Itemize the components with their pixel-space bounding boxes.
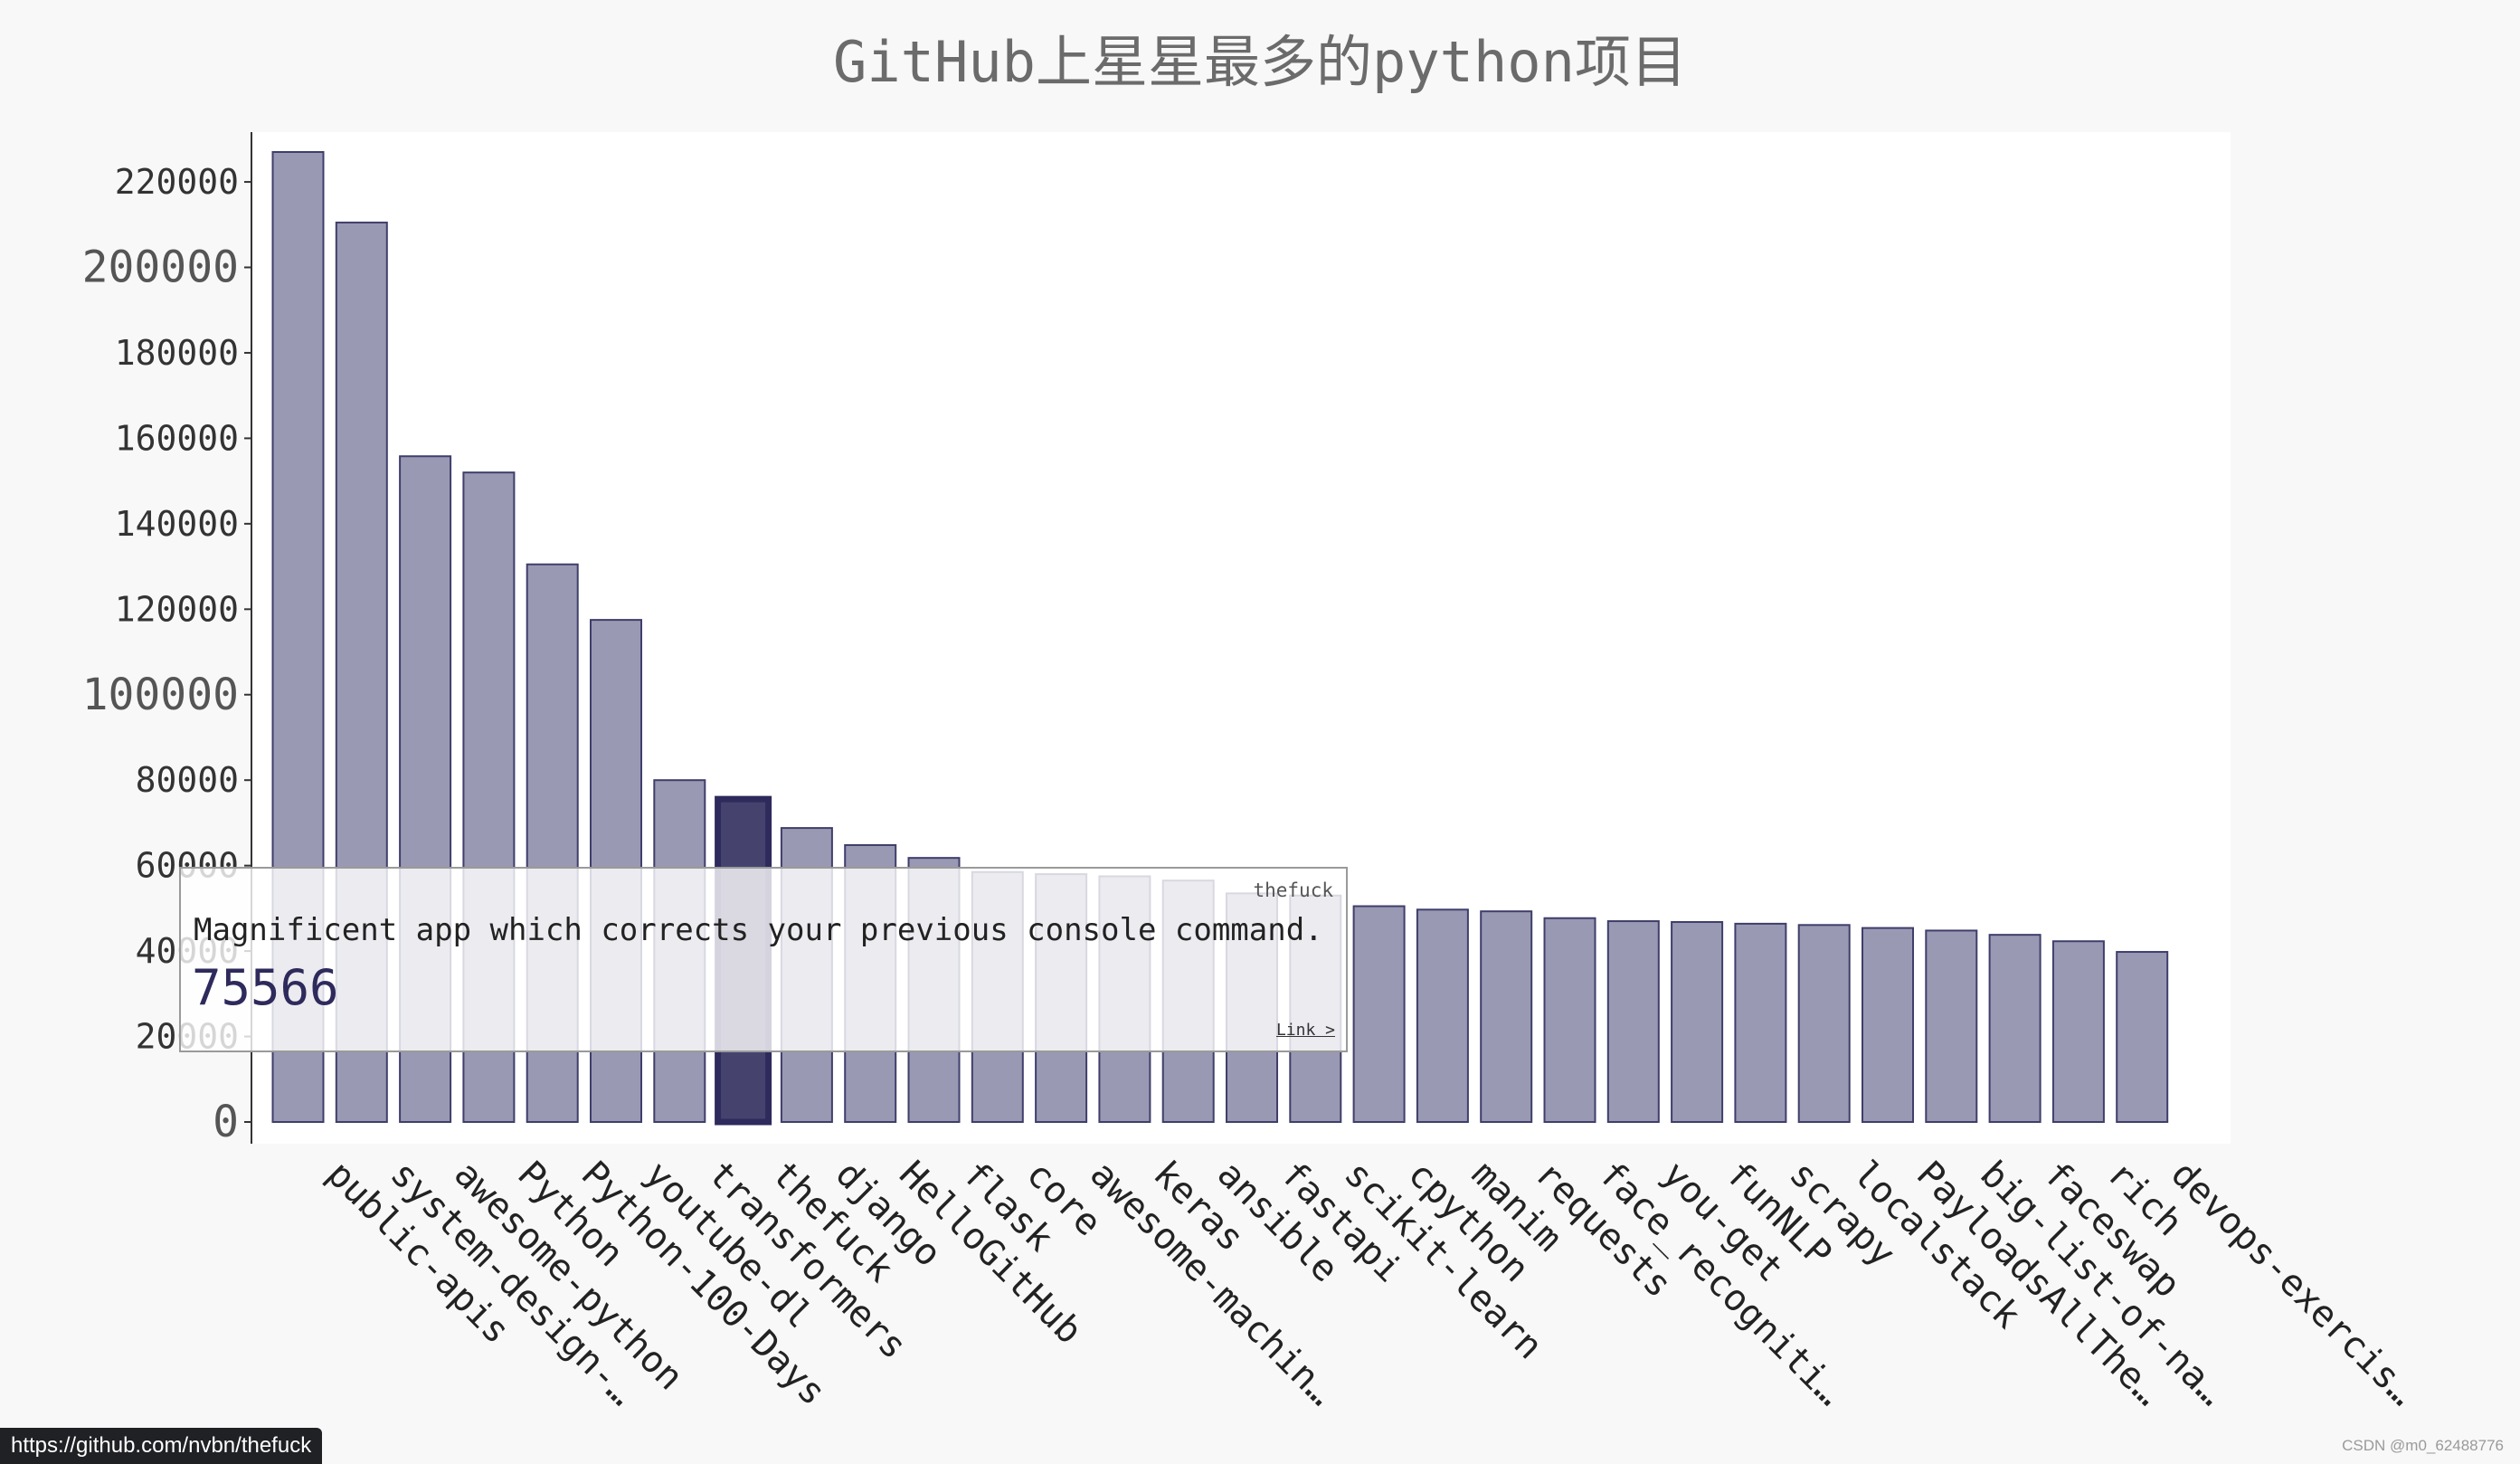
y-tick-label: 120000 (115, 589, 239, 629)
bar[interactable] (1734, 922, 1787, 1124)
bar[interactable] (1671, 920, 1724, 1123)
bar[interactable] (1988, 934, 2042, 1124)
tooltip-title: thefuck (1253, 879, 1333, 901)
bar[interactable] (1797, 924, 1851, 1123)
y-tick-label: 140000 (115, 504, 239, 544)
bar[interactable] (2116, 951, 2169, 1123)
tooltip-link[interactable]: Link > (1275, 1021, 1335, 1040)
tooltip-value: 75566 (192, 959, 339, 1016)
y-tick-label: 180000 (115, 333, 239, 373)
y-tick-label: 80000 (136, 760, 239, 800)
y-tick-label: 200000 (82, 242, 239, 293)
chart-title: GitHub上星星最多的python项目 (833, 29, 1687, 95)
tooltip: thefuck Magnificent app which corrects y… (179, 867, 1348, 1052)
y-tick-label: 0 (213, 1097, 239, 1147)
tooltip-description: Magnificent app which corrects your prev… (194, 912, 1323, 948)
y-tick-label: 100000 (82, 670, 239, 720)
status-bar-url: https://github.com/nvbn/thefuck (0, 1428, 323, 1464)
x-axis: public-apissystem-design-…awesome-python… (318, 1154, 2423, 1414)
bar[interactable] (1543, 917, 1596, 1124)
watermark: CSDN @m0_62488776 (2342, 1437, 2504, 1454)
bar[interactable] (1862, 927, 1914, 1123)
bar[interactable] (1480, 910, 1533, 1123)
bar[interactable] (2051, 940, 2105, 1123)
y-tick-label: 160000 (115, 418, 239, 458)
bar[interactable] (1606, 920, 1660, 1124)
bar[interactable] (1352, 905, 1406, 1124)
bar[interactable] (1925, 929, 1978, 1123)
y-tick-label: 220000 (115, 162, 239, 202)
bar[interactable] (1416, 908, 1469, 1123)
